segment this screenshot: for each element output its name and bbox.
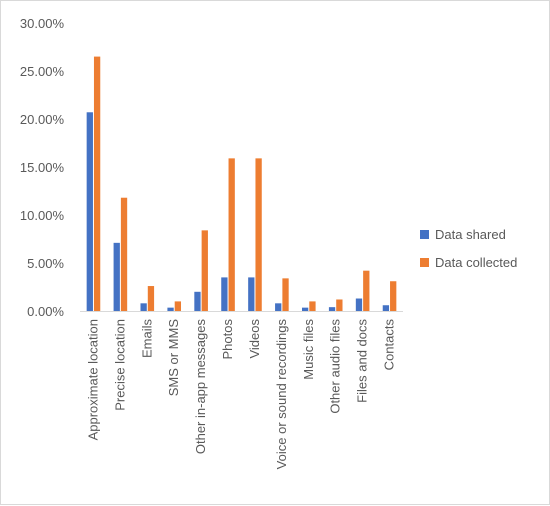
- bar-data-shared: [275, 303, 282, 311]
- bar-data-shared: [140, 303, 147, 311]
- legend: Data shared Data collected: [420, 227, 517, 270]
- y-tick-label: 25.00%: [20, 64, 65, 79]
- bar-data-collected: [93, 56, 101, 311]
- bar-data-collected: [390, 281, 397, 311]
- x-category-label: Approximate location: [85, 319, 100, 440]
- x-axis: Approximate location Precise location Emai…: [80, 311, 403, 470]
- bar-data-collected: [201, 230, 208, 311]
- x-category-label: Precise location: [112, 319, 127, 411]
- bar-data-shared: [248, 277, 255, 311]
- x-category-label: Music files: [301, 319, 316, 380]
- bar-data-collected: [174, 301, 182, 311]
- legend-label: Data shared: [435, 227, 506, 242]
- x-category-label: Other in-app messages: [193, 319, 208, 455]
- bar-data-shared: [86, 112, 93, 311]
- y-tick-label: 15.00%: [20, 160, 65, 175]
- x-category-label: Voice or sound recordings: [274, 319, 289, 470]
- x-category-label: Files and docs: [355, 319, 370, 403]
- bar-data-shared: [301, 307, 309, 311]
- bar-data-shared: [113, 242, 120, 311]
- bar-data-collected: [336, 299, 343, 311]
- bar-data-collected: [228, 158, 235, 311]
- y-tick-label: 20.00%: [20, 112, 65, 127]
- legend-swatch: [420, 230, 429, 239]
- x-category-label: SMS or MMS: [166, 319, 181, 397]
- bar-data-collected: [309, 301, 316, 311]
- y-tick-label: 5.00%: [27, 256, 64, 271]
- bar-data-shared: [355, 298, 363, 311]
- x-category-label: Photos: [220, 319, 235, 360]
- y-tick-label: 0.00%: [27, 304, 64, 319]
- bar-data-shared: [382, 305, 390, 311]
- bar-data-collected: [120, 197, 128, 311]
- legend-label: Data collected: [435, 255, 517, 270]
- y-tick-label: 10.00%: [20, 208, 65, 223]
- bar-data-collected: [255, 158, 262, 311]
- y-axis: 0.00% 5.00% 10.00% 15.00% 20.00% 25.00% 30.00%: [20, 16, 65, 319]
- bar-data-collected: [147, 286, 155, 311]
- x-category-label: Other audio files: [328, 319, 343, 414]
- bars: [86, 56, 397, 311]
- bar-data-collected: [363, 270, 370, 311]
- legend-swatch: [420, 258, 429, 267]
- y-tick-label: 30.00%: [20, 16, 65, 31]
- bar-data-shared: [328, 307, 336, 311]
- bar-data-collected: [282, 278, 289, 311]
- bar-data-shared: [221, 277, 228, 311]
- x-category-label: Emails: [139, 319, 154, 359]
- x-category-label: Videos: [247, 319, 262, 359]
- bar-data-shared: [167, 307, 174, 311]
- bar-data-shared: [194, 291, 201, 311]
- x-category-label: Contacts: [382, 319, 397, 371]
